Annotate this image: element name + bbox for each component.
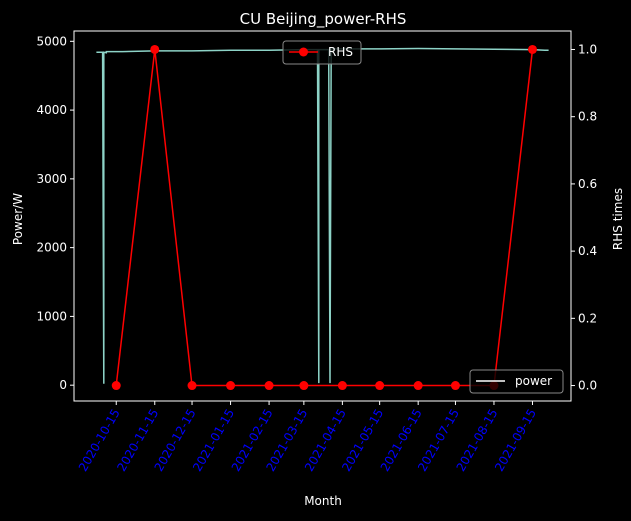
rhs-line [115, 49, 534, 387]
right-tick-label: 0.8 [578, 110, 597, 124]
legend-rhs-box [282, 40, 362, 65]
right-tick-label: 0.0 [578, 379, 597, 393]
left-tick-label: 0 [59, 378, 67, 392]
legend-rhs: RHS [282, 40, 362, 65]
legends: RHS power [282, 40, 564, 394]
right-tick-label: 1.0 [578, 42, 597, 56]
axes-frame [73, 30, 572, 402]
left-tick-label: 3000 [36, 172, 67, 186]
legend-power-box [469, 369, 564, 394]
right-tick-label: 0.4 [578, 244, 597, 258]
chart-title: CU Beijing_power-RHS [240, 10, 407, 29]
left-tick-label: 1000 [36, 309, 67, 323]
right-axis: 0.0 0.2 0.4 0.6 0.8 1.0 [571, 42, 597, 393]
rhs-marker [264, 381, 274, 391]
rhs-marker [413, 381, 423, 391]
left-tick-label: 2000 [36, 241, 67, 255]
rhs-marker [375, 381, 385, 391]
x-axis-label: Month [304, 494, 342, 508]
rhs-marker [450, 381, 460, 391]
left-axis-label: Power/W [11, 193, 25, 245]
legend-power: power [469, 369, 564, 394]
legend-rhs-label: RHS [328, 45, 353, 59]
right-tick-label: 0.6 [578, 177, 597, 191]
rhs-marker [299, 381, 309, 391]
rhs-marker [187, 381, 197, 391]
rhs-marker [527, 44, 537, 54]
left-tick-label: 5000 [36, 34, 67, 48]
right-tick-label: 0.2 [578, 311, 597, 325]
rhs-marker [226, 381, 236, 391]
right-axis-label: RHS times [611, 188, 625, 250]
rhs-marker [150, 44, 160, 54]
rhs-marker [111, 381, 121, 391]
left-axis: 0 1000 2000 3000 4000 5000 [36, 34, 74, 392]
left-tick-label: 4000 [36, 103, 67, 117]
legend-power-label: power [515, 374, 552, 388]
legend-rhs-marker [299, 47, 308, 57]
axes-border [73, 30, 572, 402]
rhs-marker [337, 381, 347, 391]
